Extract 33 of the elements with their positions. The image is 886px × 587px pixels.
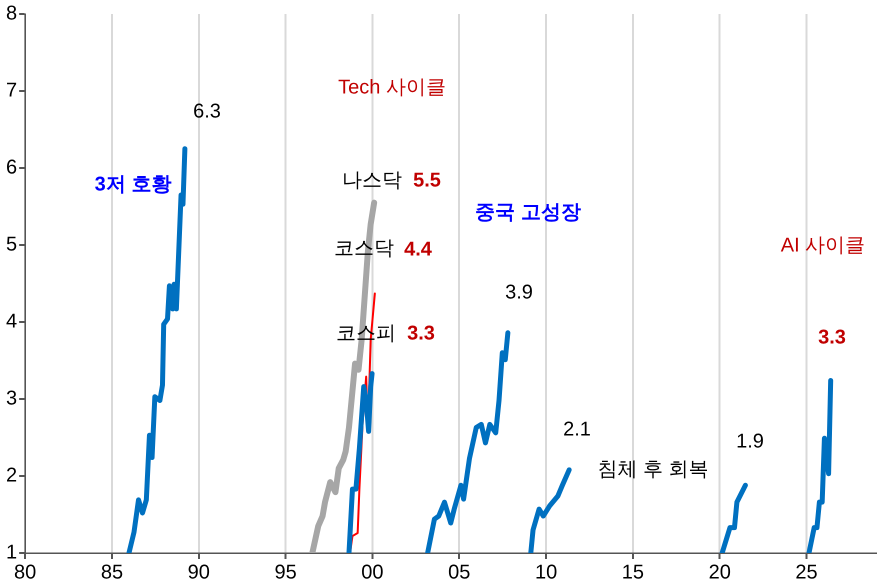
x-tick-label: 00 (361, 562, 384, 584)
annotation: 1.9 (736, 430, 764, 453)
y-tick-label: 6 (6, 156, 18, 179)
annotation: 3.9 (505, 282, 533, 304)
annotation: 코스닥 (334, 238, 394, 260)
x-tick-label: 95 (274, 562, 297, 584)
annotation: 3저 호황 (94, 174, 172, 196)
annotation: AI 사이클 (780, 234, 866, 257)
x-tick-label: 85 (100, 562, 124, 584)
annotation: 3.3 (818, 326, 846, 349)
y-tick-label: 5 (6, 234, 18, 256)
annotation: 5.5 (413, 170, 441, 192)
x-tick-label: 80 (14, 562, 36, 584)
annotation: Tech 사이클 (338, 76, 446, 99)
annotation: 6.3 (193, 100, 221, 123)
y-tick-label: 2 (6, 464, 18, 487)
y-tick-label: 7 (6, 80, 18, 102)
annotation: 2.1 (563, 418, 591, 441)
annotation: 중국 고성장 (475, 202, 581, 224)
x-tick-label: 20 (708, 562, 731, 584)
y-tick-label: 3 (6, 388, 18, 410)
x-tick-label: 10 (534, 562, 558, 584)
x-tick-label: 90 (188, 562, 210, 584)
annotation: 3.3 (407, 322, 435, 345)
y-tick-label: 4 (6, 310, 18, 333)
x-tick-label: 05 (448, 562, 470, 584)
annotation: 침체 후 회복 (597, 458, 709, 481)
y-tick-label: 1 (6, 542, 18, 564)
annotation: 나스닥 (342, 170, 402, 192)
y-tick-label: 8 (6, 2, 18, 25)
annotation: 4.4 (404, 238, 433, 261)
x-tick-label: 25 (795, 562, 818, 584)
x-tick-label: 15 (622, 562, 644, 584)
